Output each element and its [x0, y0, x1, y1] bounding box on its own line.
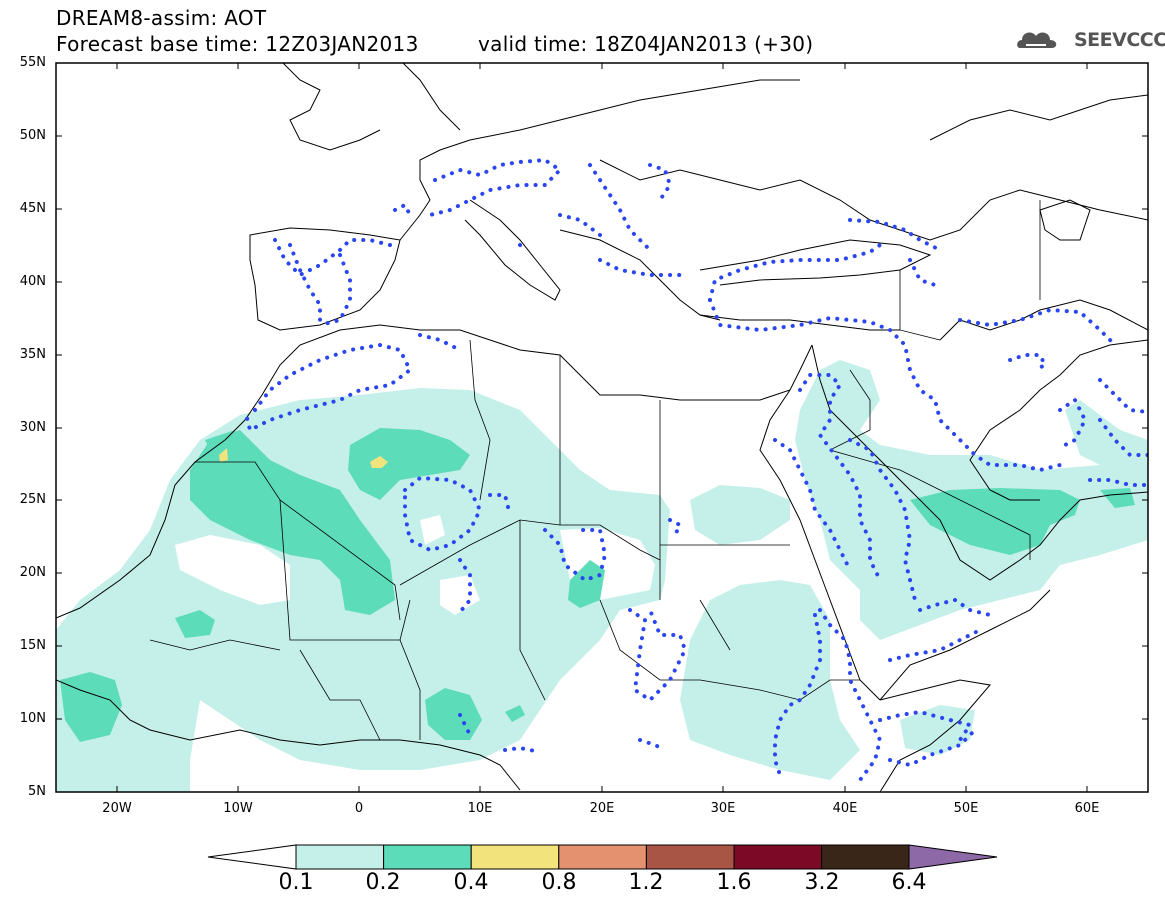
colorbar-cell [733, 844, 823, 870]
lon-label: 60E [1074, 801, 1100, 816]
aot-gap-mauritania [175, 535, 290, 605]
colorbar-label: 6.4 [891, 870, 927, 895]
lat-label: 5N [28, 784, 46, 799]
lat-label: 25N [19, 492, 46, 507]
lon-label: 10W [223, 801, 253, 816]
dotted-contours [243, 157, 1148, 782]
aot-region-gulf [1065, 400, 1148, 470]
colorbar [207, 844, 998, 870]
lon-label: 50E [953, 801, 979, 816]
colorbar-cell [558, 844, 647, 870]
aot-region-teal-guinea [60, 672, 122, 742]
aot-region-teal-algeria [348, 428, 470, 500]
colorbar-cell [470, 844, 560, 870]
lat-label: 50N [19, 128, 46, 143]
lon-label: 30E [710, 801, 736, 816]
lat-label: 55N [19, 55, 46, 70]
map-title: DREAM8-assim: AOT [56, 6, 267, 30]
lon-label: 10E [467, 801, 493, 816]
aot-region-teal-senegal [175, 610, 215, 638]
colorbar-label: 0.8 [541, 870, 577, 895]
lat-label: 10N [19, 711, 46, 726]
aot-region-teal-cameroon [505, 705, 525, 722]
aot-shading [56, 63, 1148, 792]
lon-label: 0 [354, 801, 364, 816]
colorbar-over-triangle [908, 844, 998, 870]
colorbar-label: 0.2 [365, 870, 401, 895]
lon-label: 20E [589, 801, 615, 816]
colorbar-label: 1.6 [716, 870, 752, 895]
aot-region-sudan [690, 485, 790, 545]
colorbar-label: 3.2 [804, 870, 840, 895]
coastlines [56, 63, 1148, 792]
aot-region-teal-western-sahara [190, 430, 395, 615]
colorbar-under-triangle [207, 844, 297, 870]
lat-label: 40N [19, 274, 46, 289]
lon-label: 40E [832, 801, 858, 816]
colorbar-cell [645, 844, 735, 870]
aot-region-yellow-1 [370, 456, 388, 468]
aot-region-teal-coast [205, 430, 240, 460]
aot-gap-niger [420, 515, 445, 545]
colorbar-label: 1.2 [628, 870, 664, 895]
lat-ticks [56, 62, 1148, 720]
base-time: Forecast base time: 12Z03JAN2013 [56, 32, 419, 56]
colorbar-label: 0.1 [278, 870, 314, 895]
logo-text: SEEVCCC [1074, 29, 1165, 51]
aot-region-teal-nigeria [425, 688, 482, 740]
cloud-icon [1017, 32, 1057, 48]
colorbar-cell [821, 844, 910, 870]
colorbar-label: 0.4 [453, 870, 489, 895]
aot-region-horn [900, 705, 975, 755]
aot-region-teal-oman [1100, 488, 1135, 508]
lat-label: 30N [19, 420, 46, 435]
lat-label: 45N [19, 201, 46, 216]
colorbar-cell [295, 844, 385, 870]
lat-label: 20N [19, 565, 46, 580]
aot-region-teal-chad [568, 560, 605, 608]
aot-region-ethiopia [680, 580, 860, 780]
colorbar-cell [383, 844, 472, 870]
valid-time: valid time: 18Z04JAN2013 (+30) [478, 32, 814, 56]
lat-label: 15N [19, 638, 46, 653]
borders [149, 200, 1041, 741]
aot-region-yellow-2 [219, 448, 228, 462]
lon-ticks [116, 63, 1088, 792]
lon-label: 20W [102, 801, 132, 816]
lat-label: 35N [19, 347, 46, 362]
aot-region-teal-arabia [910, 488, 1080, 555]
